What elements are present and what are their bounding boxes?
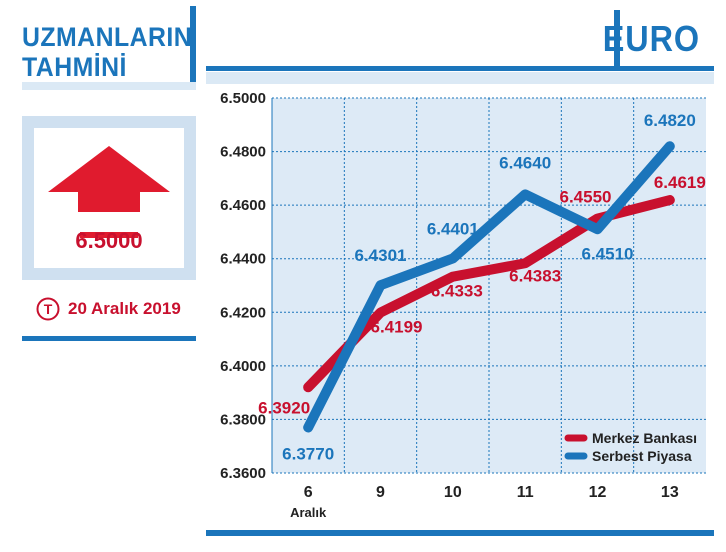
logo-letter: T bbox=[44, 301, 53, 317]
forecast-date-row: T 20 Aralık 2019 bbox=[36, 296, 181, 322]
header-rule bbox=[206, 66, 714, 71]
data-label: 6.4550 bbox=[560, 188, 612, 207]
chart-svg: 6.5000 6.4800 6.4600 6.4400 6.4200 6.4000 6.38… bbox=[220, 90, 706, 520]
title-accent-bar bbox=[190, 6, 196, 86]
data-label: 6.4619 bbox=[654, 173, 706, 192]
data-label: 6.4640 bbox=[499, 153, 551, 172]
x-tick-label: 6 bbox=[304, 484, 313, 501]
data-label: 6.3770 bbox=[282, 444, 334, 463]
data-label: 6.4510 bbox=[582, 244, 634, 263]
header-band bbox=[206, 72, 714, 84]
y-tick-label: 6.4600 bbox=[220, 197, 266, 214]
y-tick-label: 6.4400 bbox=[220, 251, 266, 268]
left-bottom-rule bbox=[22, 336, 196, 341]
currency-title: EURO bbox=[602, 18, 700, 59]
header-accent-bar bbox=[614, 10, 620, 68]
up-arrow-icon bbox=[48, 146, 170, 238]
data-label: 6.4383 bbox=[509, 266, 561, 285]
x-tick-label: 13 bbox=[661, 484, 679, 501]
legend-label: Serbest Piyasa bbox=[592, 448, 692, 464]
forecast-inner: 6.5000 bbox=[34, 128, 184, 268]
data-label: 6.4401 bbox=[427, 219, 479, 238]
y-tick-label: 6.3600 bbox=[220, 465, 266, 482]
data-label: 6.4820 bbox=[644, 111, 696, 130]
forecast-title-line1: UZMANLARIN bbox=[22, 22, 193, 52]
y-tick-label: 6.4800 bbox=[220, 144, 266, 161]
forecast-date: 20 Aralık 2019 bbox=[68, 299, 181, 318]
euro-line-chart: 6.5000 6.4800 6.4600 6.4400 6.4200 6.4000 6.38… bbox=[206, 86, 714, 530]
newspaper-logo-icon: T bbox=[36, 297, 60, 321]
x-tick-label: 11 bbox=[517, 484, 534, 501]
forecast-box: 6.5000 bbox=[22, 116, 196, 280]
forecast-title-line2: TAHMİNİ bbox=[22, 52, 127, 82]
data-label: 6.3920 bbox=[258, 398, 310, 417]
y-tick-label: 6.5000 bbox=[220, 90, 266, 107]
forecast-value: 6.5000 bbox=[75, 228, 143, 253]
forecast-title-block: UZMANLARIN TAHMİNİ bbox=[22, 6, 196, 90]
data-label: 6.4301 bbox=[355, 246, 407, 265]
title-underline-band bbox=[22, 82, 196, 90]
x-tick-sublabel: Aralık bbox=[290, 505, 327, 520]
data-label: 6.4199 bbox=[371, 318, 423, 337]
y-tick-label: 6.4200 bbox=[220, 304, 266, 321]
chart-bottom-rule bbox=[206, 530, 714, 536]
x-tick-label: 9 bbox=[376, 484, 385, 501]
y-tick-label: 6.4000 bbox=[220, 358, 266, 375]
x-tick-label: 10 bbox=[444, 484, 462, 501]
chart-header: EURO bbox=[206, 10, 714, 84]
series-line-serbest-piyasa bbox=[303, 141, 675, 433]
x-tick-label: 12 bbox=[589, 484, 607, 501]
legend-label: Merkez Bankası bbox=[592, 430, 697, 446]
y-tick-label: 6.3800 bbox=[220, 411, 266, 428]
data-label: 6.4333 bbox=[431, 282, 483, 301]
